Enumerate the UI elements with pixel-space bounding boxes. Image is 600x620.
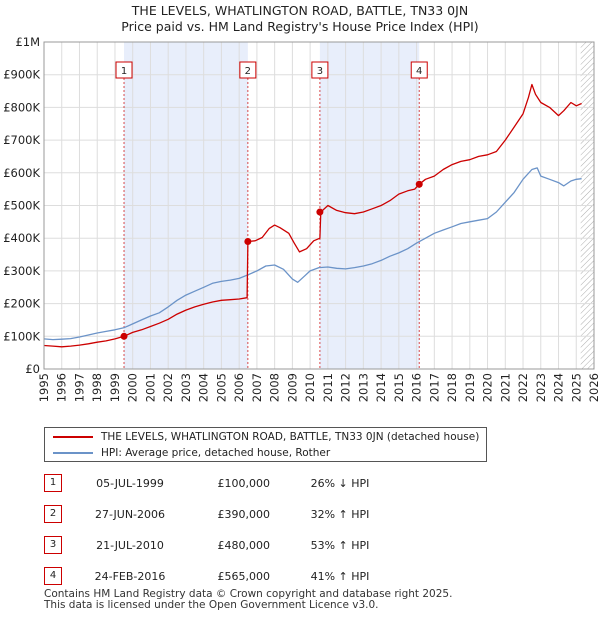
sale-price: £100,000: [217, 477, 271, 490]
table-row: 1 05-JUL-1999 £100,000 26% ↓ HPI: [0, 474, 600, 494]
sale-marker-box: [410, 61, 428, 79]
x-tick-label: 2015: [392, 373, 406, 402]
table-row: 4 24-FEB-2016 £565,000 41% ↑ HPI: [0, 567, 600, 587]
x-tick-label: 2004: [197, 373, 211, 402]
x-tick-label: 2017: [427, 373, 441, 402]
price-chart: 1 2 3 4 £0 £100K £200K £300K £400K £500K £600K £70…: [3, 35, 600, 402]
sale-price: £565,000: [217, 570, 271, 583]
y-tick-label: £700K: [3, 133, 40, 147]
legend-swatch-hpi: [53, 452, 93, 454]
sale-hpi-change: 53% ↑ HPI: [310, 539, 370, 552]
y-tick-label: £400K: [3, 231, 40, 245]
sale-number-badge: 3: [44, 536, 62, 554]
sale-number-badge: 1: [44, 474, 62, 492]
x-tick-label: 2014: [374, 373, 388, 402]
x-tick-label: 2024: [552, 373, 566, 402]
y-tick-label: £1M: [15, 35, 40, 49]
plot-frame: [43, 41, 595, 370]
table-row: 2 27-JUN-2006 £390,000 32% ↑ HPI: [0, 505, 600, 525]
legend-label-hpi: HPI: Average price, detached house, Roth…: [101, 447, 331, 459]
sale-date: 21-JUL-2010: [96, 539, 164, 552]
sale-marker-label: 4: [416, 66, 422, 77]
y-tick-label: £600K: [3, 166, 40, 180]
sale-hpi-change: 41% ↑ HPI: [310, 570, 370, 583]
x-tick-label: 2003: [179, 373, 193, 402]
x-tick-label: 2001: [143, 373, 157, 402]
y-tick-label: £500K: [3, 199, 40, 213]
y-tick-label: £100K: [3, 329, 40, 343]
sale-point: [316, 208, 324, 216]
sale-marker-label: 3: [317, 66, 323, 77]
y-tick-label: £0: [25, 362, 40, 376]
x-tick-label: 2010: [303, 373, 317, 402]
sale-point: [244, 237, 252, 245]
x-tick-label: 2005: [214, 373, 228, 402]
chart-title: THE LEVELS, WHATLINGTON ROAD, BATTLE, TN…: [131, 3, 469, 18]
x-tick-label: 2000: [126, 373, 140, 402]
x-tick-label: 1996: [55, 373, 69, 402]
x-tick-label: 2011: [321, 373, 335, 402]
x-tick-label: 2006: [232, 373, 246, 402]
sale-price: £480,000: [217, 539, 271, 552]
y-tick-label: £200K: [3, 297, 40, 311]
x-tick-label: 2016: [410, 373, 424, 402]
property-price-line: [43, 83, 582, 348]
table-row: 3 21-JUL-2010 £480,000 53% ↑ HPI: [0, 536, 600, 556]
y-tick-label: £900K: [3, 68, 40, 82]
x-tick-label: 1998: [90, 373, 104, 402]
chart-subtitle: Price paid vs. HM Land Registry's House …: [121, 19, 479, 34]
footer-attribution: Contains HM Land Registry data © Crown c…: [44, 589, 452, 611]
x-tick-label: 2008: [268, 373, 282, 402]
sale-price: £390,000: [217, 508, 271, 521]
sale-marker-label: 2: [245, 66, 251, 77]
x-tick-label: 2012: [339, 373, 353, 402]
x-tick-label: 2020: [481, 373, 495, 402]
y-tick-label: £800K: [3, 100, 40, 114]
x-tick-label: 2021: [498, 373, 512, 402]
sale-date: 24-FEB-2016: [94, 570, 166, 583]
x-tick-label: 2025: [569, 373, 583, 402]
x-tick-label: 2009: [285, 373, 299, 402]
sale-number-badge: 4: [44, 567, 62, 585]
sale-date: 05-JUL-1999: [96, 477, 164, 490]
footer-license: This data is licensed under the Open Gov…: [44, 599, 379, 611]
sale-number-badge: 2: [44, 505, 62, 523]
x-tick-label: 1997: [72, 373, 86, 402]
sale-point: [415, 180, 423, 188]
sale-point: [120, 332, 128, 340]
x-tick-label: 2013: [356, 373, 370, 402]
chart-legend: THE LEVELS, WHATLINGTON ROAD, BATTLE, TN…: [44, 427, 487, 462]
x-tick-label: 2022: [516, 373, 530, 402]
footer-copyright: Contains HM Land Registry data © Crown c…: [44, 588, 453, 600]
x-tick-label: 2007: [250, 373, 264, 402]
x-tick-label: 1995: [37, 373, 51, 402]
x-tick-label: 2023: [534, 373, 548, 402]
sale-date: 27-JUN-2006: [94, 508, 166, 521]
sale-marker-box: [115, 61, 133, 79]
sale-hpi-change: 26% ↓ HPI: [310, 477, 370, 490]
legend-label-property: THE LEVELS, WHATLINGTON ROAD, BATTLE, TN…: [101, 431, 480, 443]
x-tick-label: 2018: [445, 373, 459, 402]
x-tick-label: 2002: [161, 373, 175, 402]
x-tick-label: 1999: [108, 373, 122, 402]
y-tick-label: £300K: [3, 264, 40, 278]
x-tick-label: 2026: [587, 373, 600, 402]
sale-hpi-change: 32% ↑ HPI: [310, 508, 370, 521]
sale-marker-box: [311, 61, 329, 79]
x-tick-label: 2019: [463, 373, 477, 402]
legend-swatch-property: [53, 436, 93, 438]
sale-marker-label: 1: [121, 66, 127, 77]
hpi-line: [43, 167, 582, 341]
sale-marker-box: [239, 61, 257, 79]
